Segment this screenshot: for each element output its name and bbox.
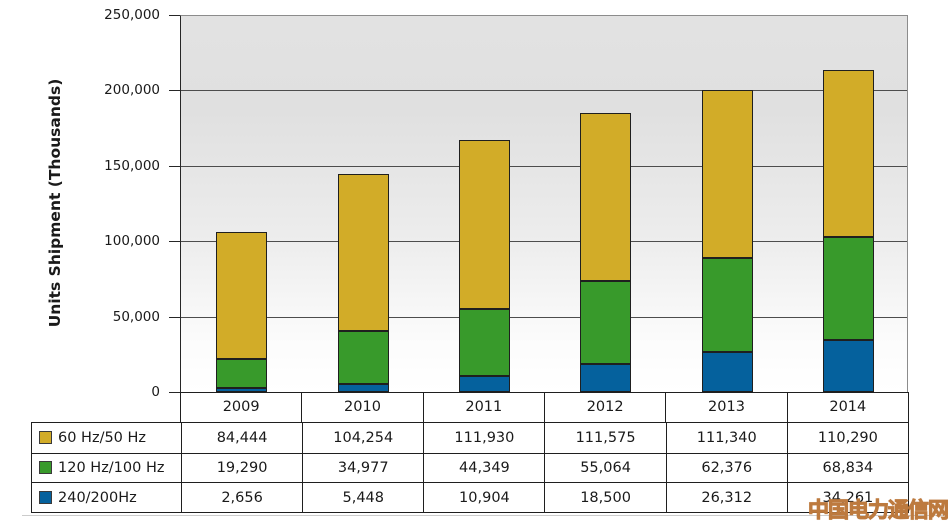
y-tick-mark	[169, 15, 180, 16]
bar-segment	[580, 281, 631, 365]
bar-segment	[459, 139, 510, 309]
value-cell: 62,376	[665, 452, 787, 483]
bar-segment	[216, 231, 267, 359]
y-tick-label: 150,000	[104, 157, 160, 174]
value-cell: 10,904	[423, 482, 545, 512]
value-cell: 44,349	[423, 452, 545, 483]
y-tick-label: 250,000	[104, 7, 160, 23]
y-tick-mark	[169, 316, 180, 318]
bar-segment	[216, 388, 267, 392]
value-cell: 34,261	[786, 482, 908, 512]
value-cell: 68,834	[786, 452, 908, 483]
legend-swatch	[39, 431, 52, 445]
bar-segment	[216, 358, 267, 388]
year-header-cell: 2010	[301, 393, 422, 422]
y-tick-label: 50,000	[112, 308, 160, 325]
bar-segment	[823, 70, 874, 237]
bar-segment	[338, 331, 389, 384]
bar-segment	[459, 308, 510, 376]
stacked-bar-2011	[459, 139, 510, 392]
x-axis-category-row: 2009 2010 2011 2012 2013 2014	[180, 392, 909, 423]
year-header-cell: 2009	[222, 399, 260, 415]
year-header-cell: 2014	[786, 393, 908, 422]
value-cell: 111,575	[544, 423, 665, 453]
bar-segment	[580, 364, 631, 392]
bar-segment	[702, 258, 753, 353]
bar-segment	[702, 352, 753, 392]
year-header-cell: 2013	[665, 393, 786, 422]
year-header-cell: 2012	[543, 393, 665, 422]
legend-cell: 240/200Hz	[32, 482, 181, 512]
value-cell: 18,500	[544, 482, 666, 512]
value-cell: 84,444	[181, 423, 302, 453]
watermark-text: 中国电力通信网	[808, 498, 948, 523]
legend-swatch	[39, 491, 52, 505]
value-cell: 26,312	[665, 482, 787, 512]
stacked-bar-2013	[702, 90, 753, 392]
value-cell: 111,930	[423, 423, 544, 453]
bar-segment	[823, 340, 874, 392]
y-tick-label: 100,000	[104, 233, 160, 250]
stacked-bar-2009	[216, 231, 267, 392]
bottom-divider	[22, 515, 948, 516]
plot-area	[180, 15, 908, 392]
y-tick-label: 200,000	[104, 82, 160, 99]
stacked-bar-2010	[338, 173, 389, 392]
legend-label: 120 Hz/100 Hz	[58, 459, 165, 476]
gridline	[181, 241, 907, 243]
legend-data-table: 60 Hz/50 Hz 84,444 104,254 111,930 111,575 11…	[31, 422, 909, 513]
bar-segment	[338, 383, 389, 392]
bar-segment	[338, 173, 389, 332]
stacked-bar-2014	[823, 70, 874, 392]
y-tick-mark	[169, 241, 180, 243]
value-cell: 111,340	[665, 423, 787, 453]
year-header-cell: 2011	[422, 393, 544, 422]
legend-cell: 60 Hz/50 Hz	[32, 423, 181, 453]
value-cell: 19,290	[181, 452, 303, 483]
legend-cell: 120 Hz/100 Hz	[32, 452, 181, 483]
y-tick-mark	[169, 392, 180, 393]
gridline	[181, 316, 907, 318]
value-cell: 5,448	[302, 482, 424, 512]
bar-segment	[702, 90, 753, 259]
value-cell: 55,064	[544, 452, 666, 483]
value-cell: 34,977	[302, 452, 424, 483]
legend-label: 60 Hz/50 Hz	[58, 429, 147, 446]
legend-swatch	[39, 461, 52, 475]
y-axis-title: Units Shipment (Thousands)	[46, 78, 64, 328]
y-tick-label: 0	[151, 384, 160, 400]
value-cell: 2,656	[181, 482, 303, 512]
stacked-bar-2012	[580, 112, 631, 392]
value-cell: 104,254	[302, 423, 423, 453]
bar-segment	[580, 112, 631, 282]
y-tick-mark	[169, 90, 180, 92]
gridline	[181, 165, 907, 167]
bar-segment	[459, 375, 510, 392]
value-cell: 110,290	[786, 423, 908, 453]
gridline	[181, 90, 907, 92]
bar-segment	[823, 236, 874, 341]
y-tick-mark	[169, 165, 180, 167]
legend-label: 240/200Hz	[58, 489, 137, 506]
